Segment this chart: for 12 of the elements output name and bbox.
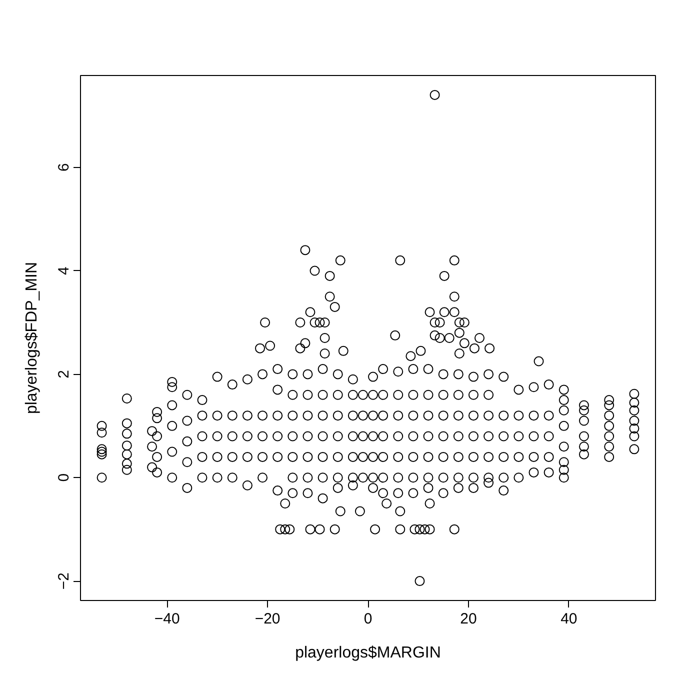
y-axis-title: playerlogs$FDP_MIN: [24, 262, 40, 414]
x-tick-label: 20: [460, 610, 477, 628]
x-tick-label: 40: [560, 610, 578, 628]
y-tick-label: 0: [56, 473, 72, 482]
x-axis-title: playerlogs$MARGIN: [295, 644, 441, 662]
y-tick-label: 4: [56, 266, 72, 275]
x-tick-label: −40: [154, 610, 180, 628]
x-tick-label: 0: [364, 610, 372, 628]
y-tick-label: 2: [56, 370, 72, 378]
y-tick-label: 6: [56, 163, 72, 172]
x-tick-label: −20: [254, 610, 280, 628]
y-tick-label: −2: [56, 572, 72, 590]
